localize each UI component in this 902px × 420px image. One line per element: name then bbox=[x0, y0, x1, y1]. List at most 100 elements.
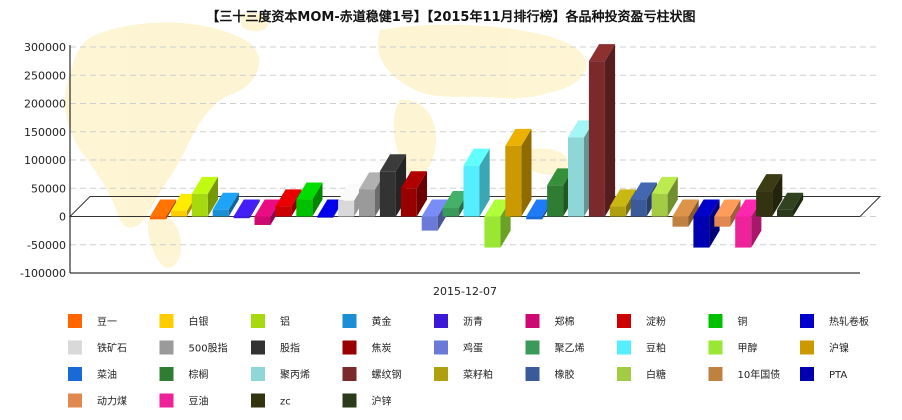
legend-label: 铜 bbox=[738, 316, 748, 328]
legend-item[interactable]: 淀粉 bbox=[617, 314, 666, 328]
bar-front bbox=[296, 199, 313, 217]
legend-item[interactable]: 沪镍 bbox=[800, 340, 849, 355]
legend-swatch bbox=[159, 367, 174, 381]
y-tick-label: 300000 bbox=[24, 41, 66, 54]
bar-front bbox=[505, 145, 522, 217]
bar-front bbox=[212, 209, 229, 217]
bar-top bbox=[526, 199, 553, 217]
x-axis: 2015-12-07 bbox=[70, 272, 860, 298]
bar-top bbox=[296, 182, 323, 200]
legend-item[interactable]: 螺纹钢 bbox=[342, 367, 402, 381]
bar-top bbox=[233, 199, 260, 217]
bar-top bbox=[568, 120, 595, 138]
legend-swatch bbox=[525, 314, 540, 328]
legend-item[interactable]: 铁矿石 bbox=[68, 340, 127, 355]
legend-item[interactable]: 铜 bbox=[708, 314, 748, 328]
legend-label: 动力煤 bbox=[97, 395, 127, 408]
bar-front bbox=[777, 209, 793, 217]
legend-item[interactable]: 聚乙烯 bbox=[525, 340, 585, 355]
bar-front bbox=[714, 216, 731, 227]
legend-swatch bbox=[434, 367, 448, 381]
legend-item[interactable]: 棕榈 bbox=[159, 367, 209, 381]
world-map-watermark bbox=[64, 12, 587, 268]
bar-front bbox=[254, 216, 271, 225]
legend-item[interactable]: 铝 bbox=[251, 314, 290, 328]
bar bbox=[233, 199, 260, 219]
bar-top bbox=[693, 199, 720, 217]
legend-item[interactable]: 热轧卷板 bbox=[800, 314, 869, 328]
bar-front bbox=[191, 193, 208, 217]
bar-side bbox=[416, 171, 427, 217]
legend-item[interactable]: 鸡蛋 bbox=[434, 340, 483, 355]
bar-front bbox=[568, 137, 584, 217]
bar bbox=[150, 199, 177, 220]
bar-front bbox=[630, 199, 647, 217]
bar-front bbox=[317, 216, 334, 218]
legend-swatch bbox=[342, 314, 357, 328]
legend-item[interactable]: 10年国债 bbox=[708, 367, 781, 381]
bar bbox=[714, 199, 741, 227]
bar-top bbox=[714, 199, 741, 217]
legend-item[interactable]: 500股指 bbox=[159, 340, 228, 355]
legend-item[interactable]: 沥青 bbox=[434, 314, 483, 328]
legend-label: 10年国债 bbox=[738, 368, 781, 381]
bar-top bbox=[735, 199, 762, 217]
bar-top bbox=[212, 192, 239, 210]
bar-top bbox=[254, 199, 281, 217]
legend-swatch bbox=[251, 340, 265, 355]
bar-front bbox=[338, 200, 355, 217]
y-axis: 300000 250000 200000 150000 100000 50000 0 -500… bbox=[20, 41, 71, 280]
bar-side bbox=[479, 148, 490, 217]
legend-item[interactable]: PTA bbox=[800, 367, 847, 381]
legend-item[interactable]: 黄金 bbox=[342, 314, 392, 328]
y-tick-label: -100000 bbox=[20, 267, 66, 280]
legend-swatch bbox=[800, 340, 814, 355]
legend-label: 股指 bbox=[280, 342, 300, 355]
bar-top bbox=[672, 199, 699, 217]
legend-swatch bbox=[251, 367, 265, 381]
legend-item[interactable]: 动力煤 bbox=[68, 393, 127, 408]
bar-front bbox=[359, 189, 375, 217]
legend-item[interactable]: 白银 bbox=[159, 314, 209, 328]
legend-label: PTA bbox=[829, 370, 847, 381]
legend-item[interactable]: 豆油 bbox=[159, 393, 209, 408]
legend-item[interactable]: 白糖 bbox=[617, 367, 666, 381]
bar bbox=[756, 174, 783, 217]
legend-item[interactable]: 甲醇 bbox=[708, 340, 758, 355]
bar-front bbox=[442, 208, 459, 217]
bar-top bbox=[547, 168, 574, 186]
legend-item[interactable]: 菜籽粕 bbox=[434, 367, 493, 381]
legend-item[interactable]: 菜油 bbox=[68, 367, 117, 381]
bar-front bbox=[651, 193, 668, 217]
legend-item[interactable]: 橡胶 bbox=[525, 367, 575, 381]
bar-top bbox=[442, 191, 469, 209]
legend-swatch bbox=[342, 367, 357, 381]
legend-item[interactable]: 豆一 bbox=[68, 314, 117, 328]
legend-swatch bbox=[525, 340, 540, 355]
bar-top bbox=[191, 176, 218, 194]
legend-swatch bbox=[68, 393, 82, 408]
bar bbox=[212, 192, 239, 217]
chart-title: 【三十三度资本MOM-赤道稳健1号】【2015年11月排行榜】各品种投资盈亏柱状… bbox=[206, 9, 695, 25]
bar bbox=[672, 199, 699, 227]
bar-top bbox=[170, 193, 198, 211]
bar bbox=[588, 44, 616, 217]
legend-swatch bbox=[708, 314, 723, 328]
legend-item[interactable]: 聚丙烯 bbox=[251, 367, 310, 381]
bar-front bbox=[672, 216, 689, 227]
legend-item[interactable]: 郑棉 bbox=[525, 314, 575, 328]
legend-label: 螺纹钢 bbox=[372, 368, 402, 381]
legend-item[interactable]: 焦炭 bbox=[342, 340, 392, 355]
legend-item[interactable]: 沪锌 bbox=[342, 393, 392, 408]
legend-item[interactable]: 豆粕 bbox=[617, 340, 666, 355]
bar-side bbox=[312, 182, 323, 217]
legend-item[interactable]: 股指 bbox=[251, 340, 300, 355]
legend-label: 橡胶 bbox=[555, 368, 575, 381]
legend-swatch bbox=[251, 393, 265, 408]
bar-top bbox=[756, 174, 783, 192]
bar-front bbox=[547, 185, 564, 217]
legend-label: 热轧卷板 bbox=[829, 315, 869, 328]
legend-item[interactable]: zc bbox=[251, 393, 291, 408]
legend-label: 棕榈 bbox=[189, 368, 209, 381]
